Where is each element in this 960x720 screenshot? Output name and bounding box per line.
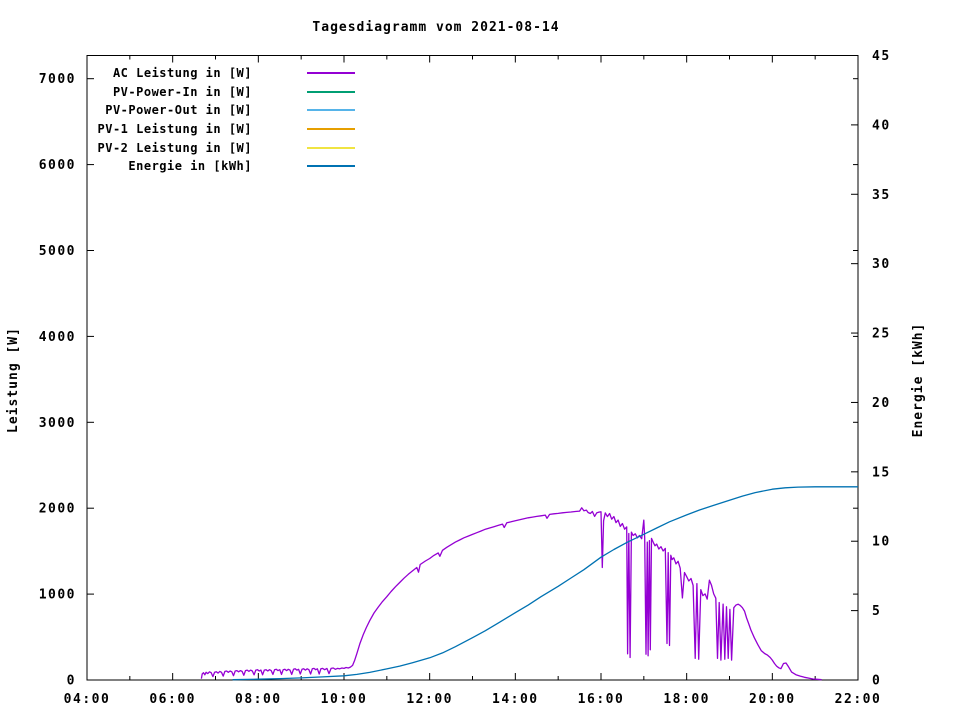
svg-text:10:00: 10:00 [321,692,368,707]
legend-label: PV-Power-Out in [W] [105,103,252,118]
series-ac-leistung-in-w- [200,507,822,681]
legend-line-swatch [307,90,355,93]
svg-text:3000: 3000 [39,416,76,431]
svg-text:30: 30 [872,257,891,272]
svg-text:5: 5 [872,604,881,619]
legend-line-swatch [307,109,355,112]
svg-text:25: 25 [872,327,891,342]
svg-text:22:00: 22:00 [835,692,882,707]
legend-line-swatch [307,146,355,149]
svg-text:14:00: 14:00 [492,692,539,707]
svg-text:04:00: 04:00 [64,692,111,707]
svg-text:20: 20 [872,396,891,411]
legend-label: PV-1 Leistung in [W] [97,122,252,137]
svg-text:16:00: 16:00 [578,692,625,707]
svg-text:35: 35 [872,188,891,203]
svg-text:08:00: 08:00 [235,692,282,707]
svg-text:2000: 2000 [39,502,76,517]
legend-item-pv-power-in: PV-Power-In in [W] [87,83,367,102]
legend-label: Energie in [kWh] [128,159,252,174]
legend-item-pv-power-out: PV-Power-Out in [W] [87,101,367,120]
svg-text:12:00: 12:00 [406,692,453,707]
svg-text:10: 10 [872,535,891,550]
legend-item-energie: Energie in [kWh] [87,157,367,176]
data-series [200,486,858,681]
svg-text:45: 45 [872,49,891,64]
svg-text:15: 15 [872,465,891,480]
legend-label: PV-2 Leistung in [W] [97,140,252,155]
legend-line-swatch [307,165,355,168]
svg-text:06:00: 06:00 [149,692,196,707]
svg-text:18:00: 18:00 [663,692,710,707]
series-energie-in-kwh- [232,486,858,681]
svg-text:0: 0 [67,674,76,689]
left-axis-tick-labels: 0 1000 2000 3000 4000 5000 6000 7000 [39,72,76,689]
legend-item-pv2-leistung: PV-2 Leistung in [W] [87,138,367,157]
svg-text:1000: 1000 [39,588,76,603]
axis-ticks [86,55,859,681]
svg-text:20:00: 20:00 [749,692,796,707]
svg-text:7000: 7000 [39,72,76,87]
svg-text:5000: 5000 [39,244,76,259]
right-axis-tick-labels: 0 5 10 15 20 25 30 35 40 45 [872,49,891,689]
legend-item-pv1-leistung: PV-1 Leistung in [W] [87,120,367,139]
legend: AC Leistung in [W] PV-Power-In in [W] PV… [87,64,367,176]
legend-line-swatch [307,72,355,75]
svg-text:40: 40 [872,118,891,133]
x-axis-tick-labels: 04:00 06:00 08:00 10:00 12:00 14:00 16:00 18:00… [64,692,882,707]
legend-label: AC Leistung in [W] [112,66,252,81]
svg-text:6000: 6000 [39,158,76,173]
svg-text:0: 0 [872,674,881,689]
svg-text:4000: 4000 [39,330,76,345]
chart-title: Tagesdiagramm vom 2021-08-14 [312,20,560,35]
legend-line-swatch [307,128,355,131]
legend-item-ac-leistung: AC Leistung in [W] [87,64,367,83]
legend-label: PV-Power-In in [W] [112,84,252,99]
